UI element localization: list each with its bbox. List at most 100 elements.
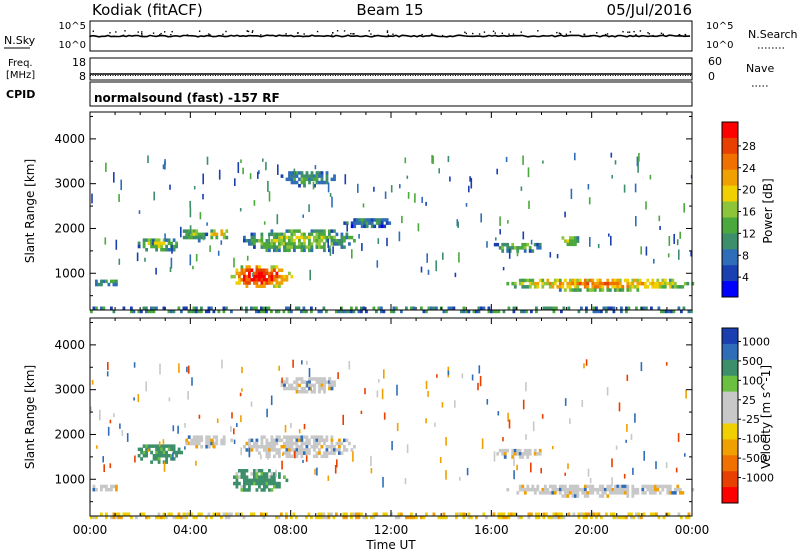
heatmap-cell [637,512,641,516]
heatmap-cell [616,281,620,286]
heatmap-cell [645,201,647,210]
heatmap-cell [323,386,326,391]
heatmap-cell [636,278,640,283]
heatmap-cell [298,245,301,249]
heatmap-cell [322,512,326,516]
heatmap-cell [165,515,168,520]
heatmap-cell [303,177,306,182]
heatmap-cell [395,306,398,310]
nsky-point [386,30,389,32]
heatmap-cell [305,235,309,240]
heatmap-cell [270,271,274,276]
heatmap-cell [300,245,304,249]
heatmap-cell [285,515,288,520]
heatmap-cell [253,235,256,240]
heatmap-cell [611,491,615,495]
heatmap-cell [596,487,600,492]
heatmap-cell [298,445,301,449]
heatmap-cell [342,309,346,314]
heatmap-cell [275,239,279,243]
heatmap-cell [585,512,588,516]
heatmap-cell [636,487,640,492]
heatmap-cell [240,278,244,282]
heatmap-cell [564,239,567,243]
heatmap-cell [589,478,592,484]
heatmap-cell [298,390,301,394]
heatmap-cell [190,441,194,446]
heatmap-cell [541,414,544,419]
heatmap-cell [293,168,296,177]
heatmap-cell [365,218,369,222]
heatmap-cell [133,362,136,368]
heatmap-cell [268,448,271,452]
heatmap-cell [657,306,661,310]
heatmap-cell [536,281,540,286]
heatmap-cell [386,237,388,247]
heatmap-cell [278,365,280,371]
heatmap-cell [199,212,202,220]
heatmap-cell [528,246,532,250]
nsky-tick-bottom: 10^0 [59,40,86,51]
heatmap-cell [502,512,506,516]
heatmap-cell [551,484,555,489]
heatmap-cell [207,445,211,449]
heatmap-cell [258,445,261,449]
heatmap-cell [155,447,158,452]
heatmap-cell [536,452,540,456]
heatmap-cell [197,512,201,516]
heatmap-cell [189,207,192,218]
heatmap-cell [260,481,264,486]
heatmap-cell [536,285,540,289]
heatmap-cell [353,224,357,229]
heatmap-cell [365,309,368,314]
heatmap-cell [564,211,566,218]
heatmap-cell [395,515,398,520]
heatmap-cell [273,441,276,446]
heatmap-cell [157,450,161,455]
heatmap-cell [571,491,575,495]
heatmap-cell [582,515,586,520]
colorbar-segment [722,391,738,408]
heatmap-cell [157,238,161,242]
heatmap-cell [257,171,259,179]
heatmap-cell [258,268,261,272]
colorbar-segment [722,153,738,171]
heatmap-cell [653,285,657,289]
heatmap-cell [516,246,519,257]
heatmap-cell [370,515,373,520]
heatmap-cell [656,484,660,489]
heatmap-cell [105,279,108,284]
heatmap-cell [263,274,266,279]
heatmap-cell [348,242,351,246]
heatmap-cell [384,191,387,199]
heatmap-cell [620,515,623,520]
heatmap-cell [298,429,301,434]
heatmap-cell [578,487,582,492]
heatmap-cell [248,438,251,443]
heatmap-cell [313,235,316,240]
heatmap-cell [295,229,299,233]
heatmap-cell [507,306,511,310]
heatmap-cell [243,469,246,473]
heatmap-cell [315,245,319,249]
heatmap-cell [189,254,192,266]
heatmap-cell [350,448,354,452]
heatmap-cell [162,454,166,458]
nsky-point [684,33,687,36]
heatmap-cell [190,232,194,237]
nsearch-tick-top: 10^5 [706,21,733,32]
nsky-point [569,31,572,33]
heatmap-cell [233,439,236,444]
y-tick-label: 3000 [54,177,85,191]
heatmap-cell [315,438,319,443]
heatmap-cell [613,281,617,286]
heatmap-cell [355,218,359,222]
velocity-plot-bg [90,318,692,516]
nsky-point [537,30,539,32]
heatmap-cell [120,515,123,520]
heatmap-cell [576,484,580,489]
heatmap-cell [294,450,296,459]
heatmap-cell [90,515,93,520]
heatmap-cell [601,484,605,489]
heatmap-cell [507,412,509,422]
